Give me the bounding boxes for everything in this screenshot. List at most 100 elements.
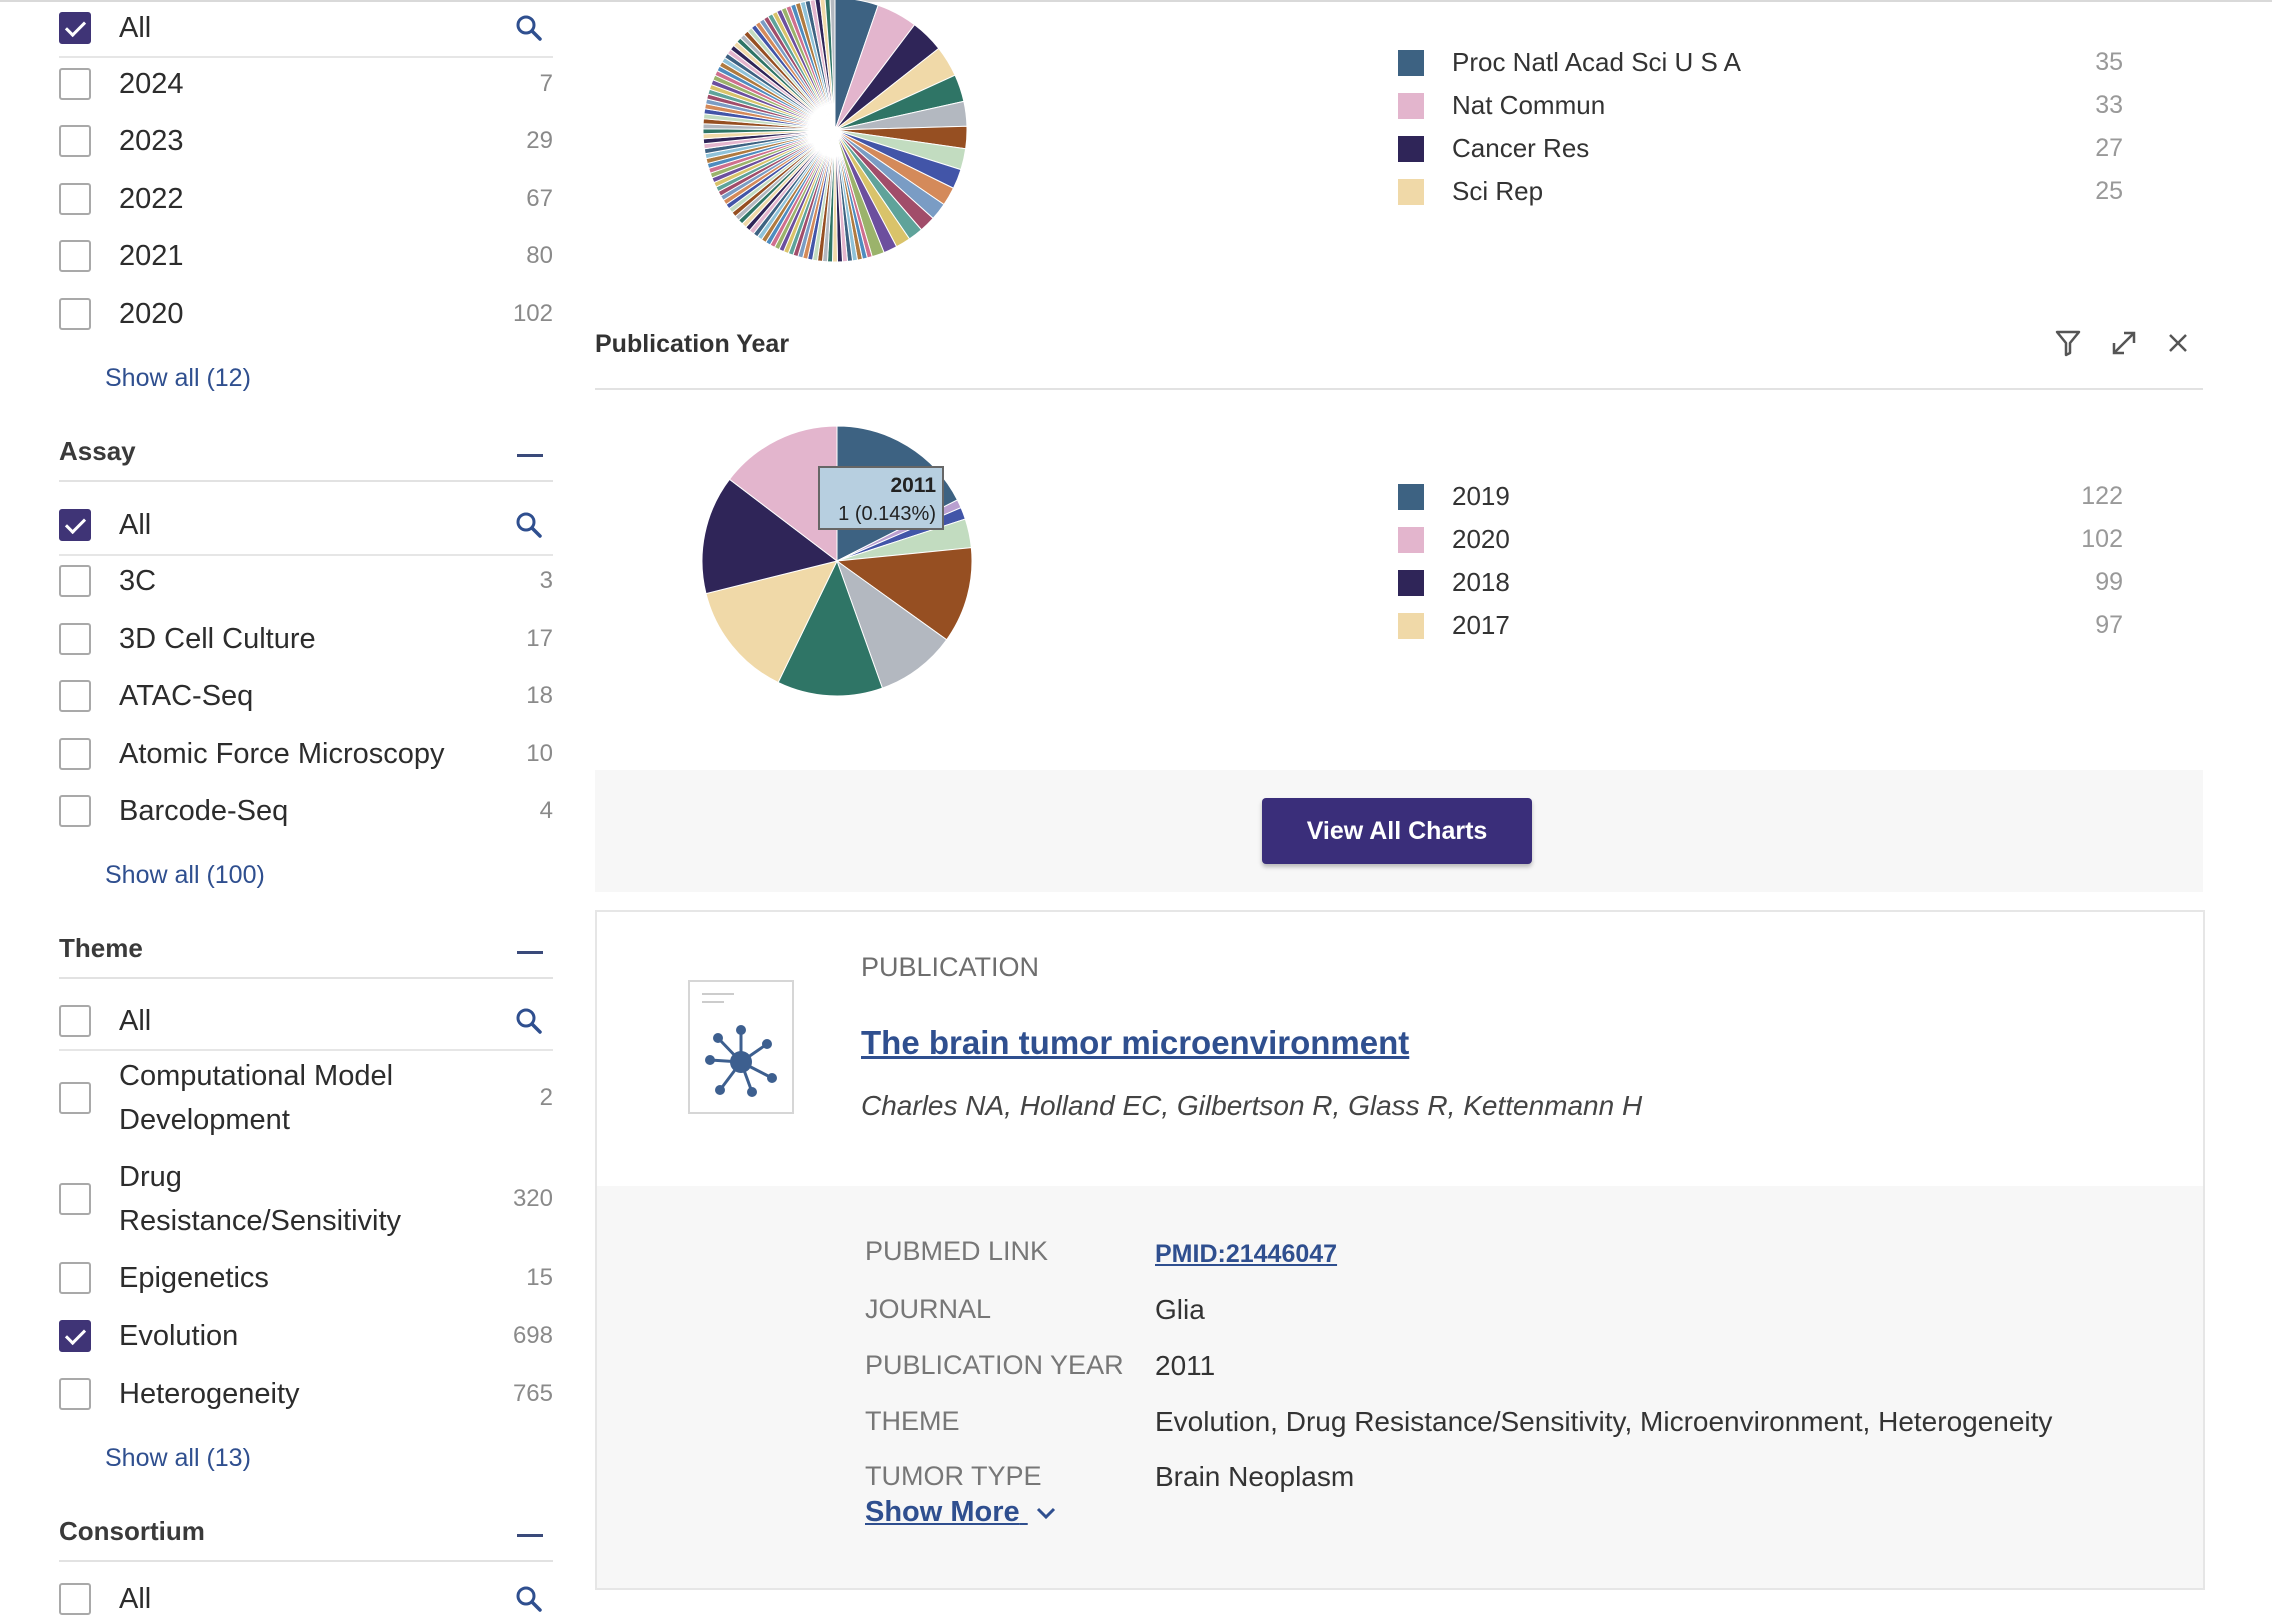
legend-label: 2018 <box>1452 567 1510 597</box>
publication-type: PUBLICATION <box>861 952 1040 982</box>
assay-section-header[interactable]: Assay <box>59 432 553 482</box>
tooltip-value: 1 (0.143%) <box>838 503 936 525</box>
year-all-row[interactable]: All <box>59 0 553 58</box>
assay-checkbox[interactable] <box>59 795 91 827</box>
assay-all-label: All <box>119 509 152 541</box>
assay-item[interactable]: ATAC-Seq 18 <box>59 674 553 718</box>
close-icon[interactable] <box>2161 326 2195 360</box>
assay-item[interactable]: Barcode-Seq 4 <box>59 789 553 833</box>
year-item-2023[interactable]: 2023 29 <box>59 119 553 163</box>
year-checkbox[interactable] <box>59 68 91 100</box>
theme-item[interactable]: Evolution 698 <box>59 1314 553 1358</box>
filter-icon[interactable] <box>2051 326 2085 360</box>
pie-slice[interactable] <box>777 559 884 697</box>
year-all-label: All <box>119 12 152 44</box>
pie-slice[interactable] <box>701 478 839 595</box>
search-icon[interactable] <box>511 507 547 543</box>
theme-checkbox[interactable] <box>59 1262 91 1294</box>
collapse-icon[interactable] <box>517 454 543 457</box>
year-count: 80 <box>526 242 553 269</box>
theme-all-row[interactable]: All <box>59 993 553 1051</box>
pie-slice[interactable] <box>835 559 948 689</box>
year-item-2024[interactable]: 2024 7 <box>59 62 553 106</box>
consortium-all-row[interactable]: All <box>59 1576 553 1622</box>
theme-item[interactable]: Drug Resistance/Sensitivity 320 <box>59 1155 553 1243</box>
theme-checkbox[interactable] <box>59 1320 91 1352</box>
assay-item[interactable]: Atomic Force Microscopy 10 <box>59 732 553 776</box>
legend-count: 102 <box>2081 525 2123 553</box>
legend-swatch <box>1398 569 1424 596</box>
detail-value-journal: Glia <box>1155 1294 1205 1325</box>
theme-item[interactable]: Computational Model Development 2 <box>59 1054 553 1142</box>
pie-slice[interactable] <box>829 0 836 131</box>
theme-item[interactable]: Epigenetics 15 <box>59 1256 553 1300</box>
theme-show-all-link[interactable]: Show all (13) <box>105 1444 251 1472</box>
year-checkbox[interactable] <box>59 183 91 215</box>
assay-item[interactable]: 3D Cell Culture 17 <box>59 617 553 661</box>
theme-section-header[interactable]: Theme <box>59 929 553 979</box>
theme-checkbox[interactable] <box>59 1378 91 1410</box>
search-icon[interactable] <box>511 1581 547 1617</box>
theme-label: Computational Model Development <box>119 1060 394 1136</box>
detail-value-year: 2011 <box>1155 1350 1216 1381</box>
assay-item[interactable]: 3C 3 <box>59 559 553 603</box>
year-checkbox[interactable] <box>59 298 91 330</box>
legend-item[interactable]: Proc Natl Acad Sci U S A 35 <box>1398 47 2123 78</box>
legend-item[interactable]: 2019 122 <box>1398 481 2123 512</box>
assay-show-all-link[interactable]: Show all (100) <box>105 861 265 889</box>
year-item-2022[interactable]: 2022 67 <box>59 177 553 221</box>
search-icon[interactable] <box>511 10 547 46</box>
show-more-link[interactable]: Show More <box>865 1496 1058 1529</box>
consortium-section-header[interactable]: Consortium <box>59 1512 553 1562</box>
journal-chart-panel: Proc Natl Acad Sci U S A 35 Nat Commun 3… <box>595 0 2203 300</box>
search-icon[interactable] <box>511 1003 547 1039</box>
publication-year-chart-header: Publication Year <box>595 326 2203 390</box>
year-show-all-link[interactable]: Show all (12) <box>105 364 251 392</box>
theme-checkbox[interactable] <box>59 1082 91 1114</box>
legend-item[interactable]: Nat Commun 33 <box>1398 90 2123 121</box>
pie-slice[interactable] <box>728 425 838 563</box>
assay-checkbox[interactable] <box>59 680 91 712</box>
pie-slice[interactable] <box>824 0 836 131</box>
collapse-icon[interactable] <box>517 1534 543 1537</box>
pie-slice[interactable] <box>835 547 973 641</box>
legend-item[interactable]: 2020 102 <box>1398 524 2123 555</box>
legend-count: 122 <box>2081 482 2123 510</box>
assay-checkbox[interactable] <box>59 623 91 655</box>
detail-value-theme: Evolution, Drug Resistance/Sensitivity, … <box>1155 1406 2053 1437</box>
theme-item[interactable]: Heterogeneity 765 <box>59 1372 553 1416</box>
year-all-checkbox[interactable] <box>59 12 91 44</box>
legend-item[interactable]: Sci Rep 25 <box>1398 176 2123 207</box>
assay-title: Assay <box>59 436 136 466</box>
year-label: 2021 <box>119 240 184 272</box>
consortium-all-checkbox[interactable] <box>59 1583 91 1615</box>
year-checkbox[interactable] <box>59 125 91 157</box>
theme-checkbox[interactable] <box>59 1183 91 1215</box>
expand-icon[interactable] <box>2107 326 2141 360</box>
view-all-charts-button[interactable]: View All Charts <box>1262 798 1532 864</box>
theme-all-checkbox[interactable] <box>59 1005 91 1037</box>
pubmed-link[interactable]: PMID:21446047 <box>1155 1240 1338 1268</box>
pie-slice[interactable] <box>705 560 838 684</box>
year-item-2020[interactable]: 2020 102 <box>59 292 553 336</box>
pie-slice[interactable] <box>809 0 836 131</box>
year-item-2021[interactable]: 2021 80 <box>59 234 553 278</box>
legend-item[interactable]: 2017 97 <box>1398 610 2123 641</box>
detail-label-tumor-type: TUMOR TYPE <box>865 1461 1042 1491</box>
publication-authors: Charles NA, Holland EC, Gilbertson R, Gl… <box>861 1090 1643 1121</box>
year-label: 2020 <box>119 298 184 330</box>
assay-label: 3C <box>119 565 157 597</box>
legend-count: 33 <box>2095 91 2123 119</box>
publication-title-link[interactable]: The brain tumor microenvironment <box>861 1024 1410 1061</box>
legend-swatch <box>1398 483 1424 510</box>
legend-item[interactable]: 2018 99 <box>1398 567 2123 598</box>
assay-all-checkbox[interactable] <box>59 509 91 541</box>
year-checkbox[interactable] <box>59 240 91 272</box>
legend-item[interactable]: Cancer Res 27 <box>1398 133 2123 164</box>
collapse-icon[interactable] <box>517 951 543 954</box>
journal-pie-chart[interactable] <box>699 0 971 266</box>
assay-checkbox[interactable] <box>59 738 91 770</box>
assay-count: 18 <box>526 682 553 709</box>
assay-all-row[interactable]: All <box>59 496 553 556</box>
assay-checkbox[interactable] <box>59 565 91 597</box>
